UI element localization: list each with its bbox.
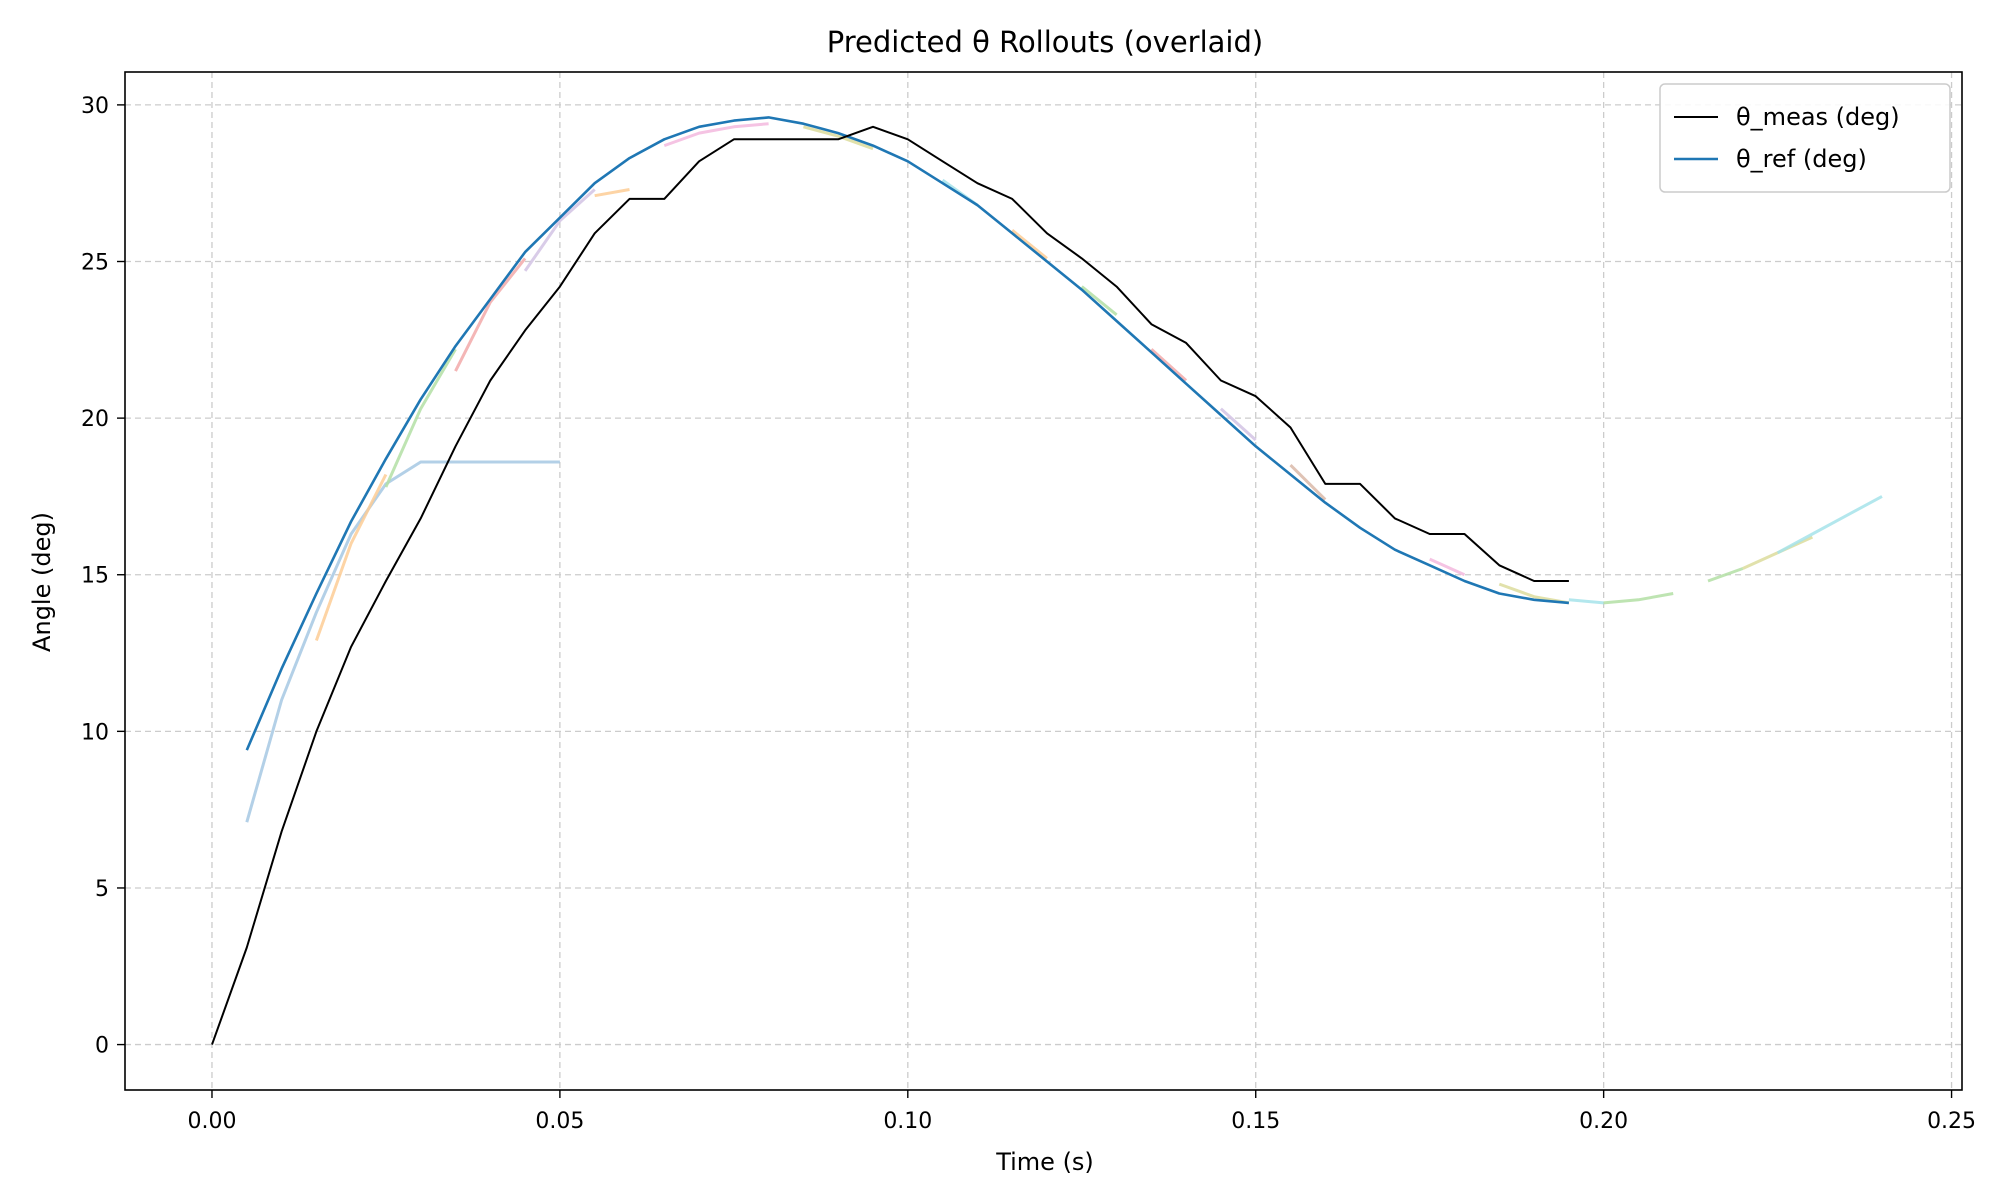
series-layer bbox=[211, 116, 1883, 1045]
x-axis-title: Time (s) bbox=[995, 1148, 1094, 1176]
legend-label: θ_ref (deg) bbox=[1736, 145, 1867, 173]
grid bbox=[125, 72, 1962, 1090]
legend: θ_meas (deg) θ_ref (deg) bbox=[1659, 83, 1951, 193]
rollout-line bbox=[1011, 229, 1048, 260]
rollout-line bbox=[1289, 464, 1327, 501]
y-tick-label: 10 bbox=[81, 720, 109, 745]
x-tick-label: 0.10 bbox=[883, 1109, 932, 1134]
rollout-line bbox=[1429, 557, 1466, 577]
rollout-line bbox=[1219, 407, 1257, 442]
chart-title: Predicted θ Rollouts (overlaid) bbox=[827, 25, 1263, 59]
y-tick-label: 25 bbox=[81, 251, 109, 276]
rollout-line bbox=[1776, 495, 1883, 555]
series-line-theta-ref bbox=[245, 116, 1570, 751]
rollout-line bbox=[454, 257, 527, 372]
x-tick-label: 0.00 bbox=[187, 1109, 236, 1134]
axis-ticks: 0.00 0.05 0.10 0.15 0.20 0.25 0 5 10 15 20 25 30 bbox=[81, 94, 1976, 1134]
y-axis-title: Angle (deg) bbox=[28, 512, 56, 652]
rollout-line bbox=[803, 125, 874, 151]
legend-label: θ_meas (deg) bbox=[1736, 103, 1900, 131]
plot-frame bbox=[124, 71, 1963, 1091]
rollout-line bbox=[523, 188, 596, 272]
rollout-line bbox=[1150, 348, 1188, 382]
rollout-line bbox=[314, 473, 388, 642]
rollout-line bbox=[1080, 285, 1118, 316]
y-tick-label: 20 bbox=[81, 407, 109, 432]
y-tick-label: 30 bbox=[81, 94, 109, 119]
rollout-line bbox=[663, 122, 769, 148]
legend-box bbox=[1659, 83, 1951, 193]
rollout-line bbox=[1568, 598, 1604, 605]
y-tick-label: 0 bbox=[95, 1034, 109, 1059]
rollout-line bbox=[1707, 567, 1744, 583]
series-line-theta-meas bbox=[211, 125, 1569, 1045]
rollout-line bbox=[245, 460, 560, 823]
y-tick-label: 5 bbox=[95, 877, 109, 902]
x-tick-label: 0.15 bbox=[1231, 1109, 1280, 1134]
x-tick-label: 0.20 bbox=[1579, 1109, 1628, 1134]
y-tick-label: 15 bbox=[81, 564, 109, 589]
rollout-line bbox=[594, 188, 630, 198]
rollout-line bbox=[1603, 592, 1674, 605]
rollout-line bbox=[384, 348, 457, 488]
x-tick-label: 0.25 bbox=[1927, 1109, 1976, 1134]
x-tick-label: 0.05 bbox=[535, 1109, 584, 1134]
